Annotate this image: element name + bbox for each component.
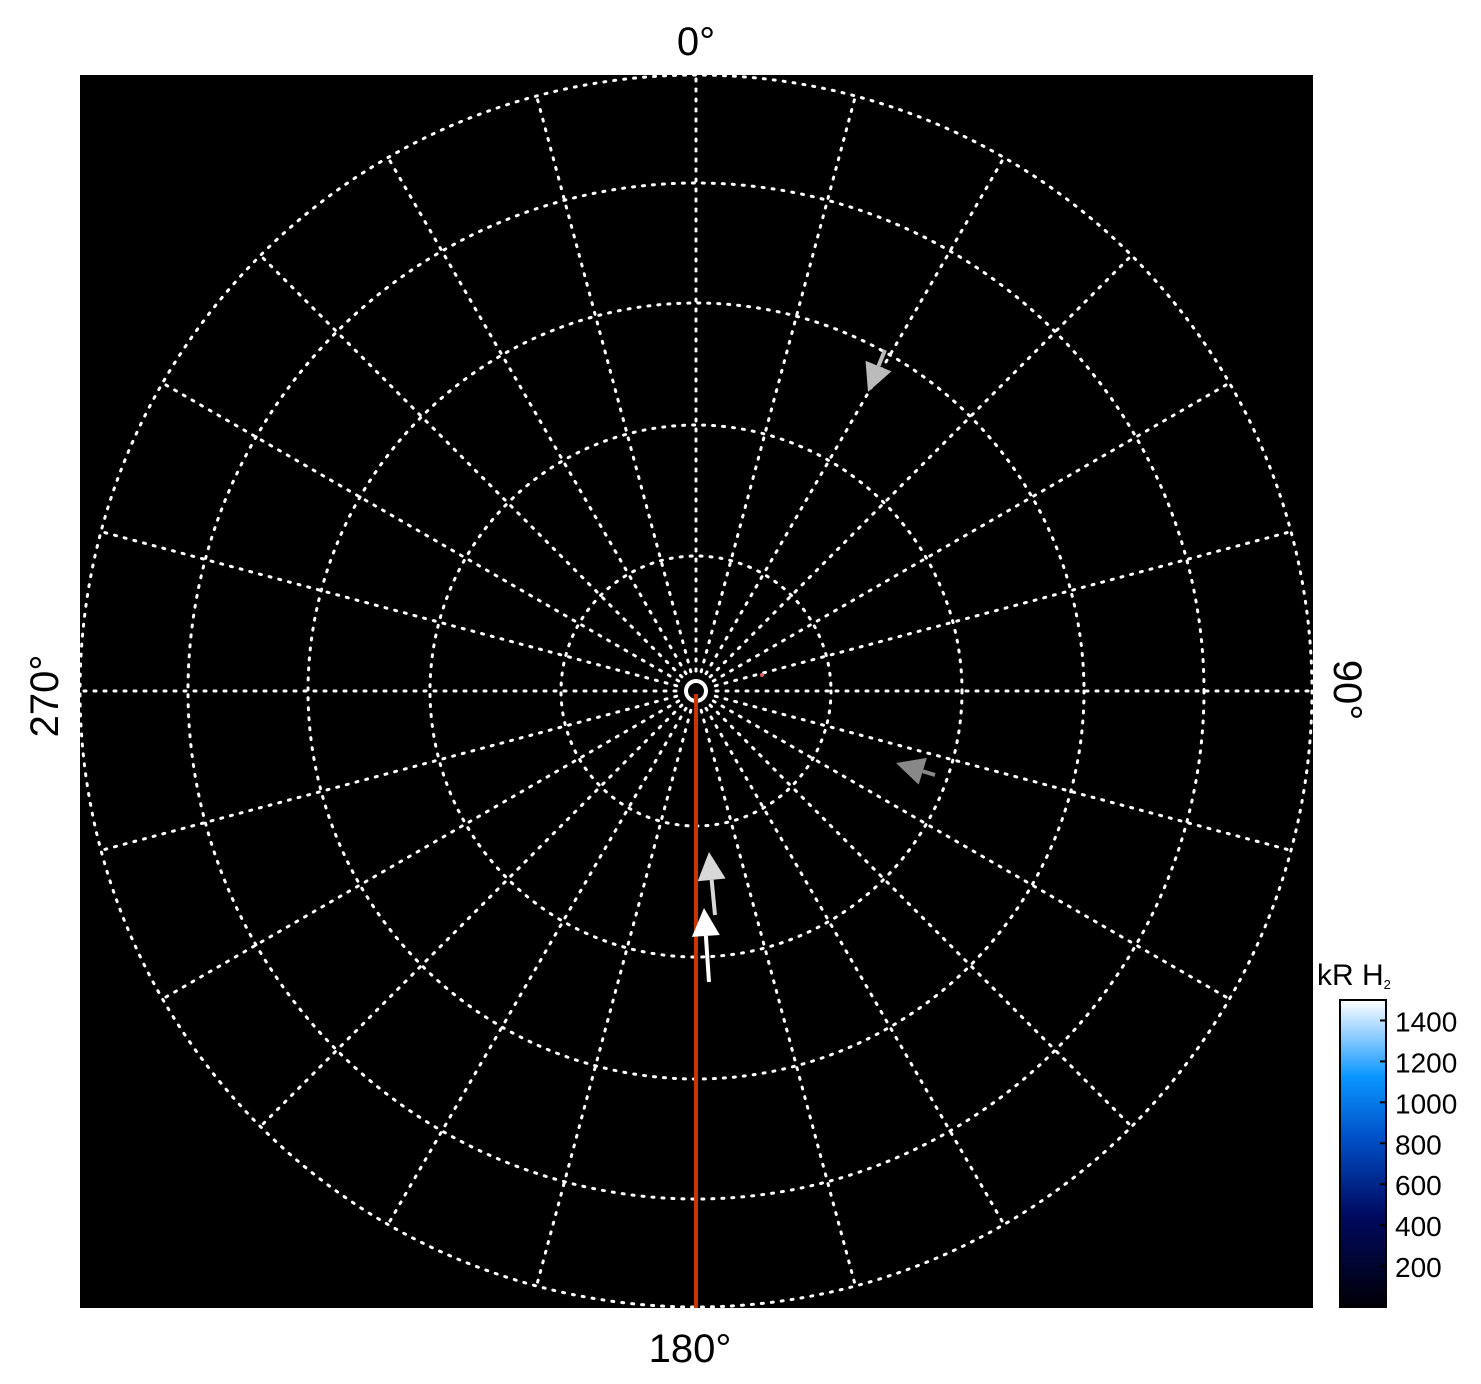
colorbar: kR H2 1400 1200 1000 800 600 400 200 <box>1317 959 1457 1308</box>
colorbar-tick-label: 400 <box>1395 1211 1442 1242</box>
label-270: 270° <box>23 655 67 738</box>
arrows <box>691 349 936 983</box>
colorbar-tick-label: 800 <box>1395 1129 1442 1160</box>
latitude-circle <box>428 423 964 959</box>
colorbar-tick-label: 1200 <box>1395 1047 1457 1078</box>
meridian-line <box>386 706 688 1226</box>
flow-arrow <box>865 349 892 392</box>
colorbar-tick-label: 200 <box>1395 1252 1442 1283</box>
meridian-line <box>711 699 1231 1001</box>
meridian-line <box>535 94 693 674</box>
meridian-line <box>161 381 681 683</box>
label-180: 180° <box>649 1327 732 1371</box>
meridian-line <box>711 381 1231 683</box>
meridian-line <box>704 156 1006 676</box>
meridian-line <box>161 699 681 1001</box>
flow-arrow <box>697 852 726 916</box>
meridian-line <box>535 708 693 1288</box>
colorbar-tick-label: 1000 <box>1395 1088 1457 1119</box>
marker-dot <box>760 673 764 677</box>
meridian-line <box>258 703 684 1129</box>
meridian-line <box>713 694 1293 852</box>
meridian-line <box>99 530 679 688</box>
colorbar-title: kR H2 <box>1317 959 1391 992</box>
flow-arrow <box>896 757 936 785</box>
colorbar-tick-label: 1400 <box>1395 1006 1457 1037</box>
meridian-line <box>708 703 1134 1129</box>
colorbar-tick-label: 600 <box>1395 1170 1442 1201</box>
label-90: 90° <box>1325 660 1369 721</box>
latitude-circle <box>186 181 1206 1201</box>
meridian-line <box>99 694 679 852</box>
meridian-line <box>704 706 1006 1226</box>
meridian-line <box>258 253 684 679</box>
meridian-line <box>699 708 857 1288</box>
meridian-line <box>708 253 1134 679</box>
latitude-circle <box>78 73 1314 1309</box>
meridian-line <box>699 94 857 674</box>
colorbar-gradient <box>1339 999 1387 1308</box>
label-0: 0° <box>677 20 715 64</box>
meridian-line <box>713 530 1293 688</box>
meridian-line <box>386 156 688 676</box>
flow-arrow <box>691 908 720 983</box>
